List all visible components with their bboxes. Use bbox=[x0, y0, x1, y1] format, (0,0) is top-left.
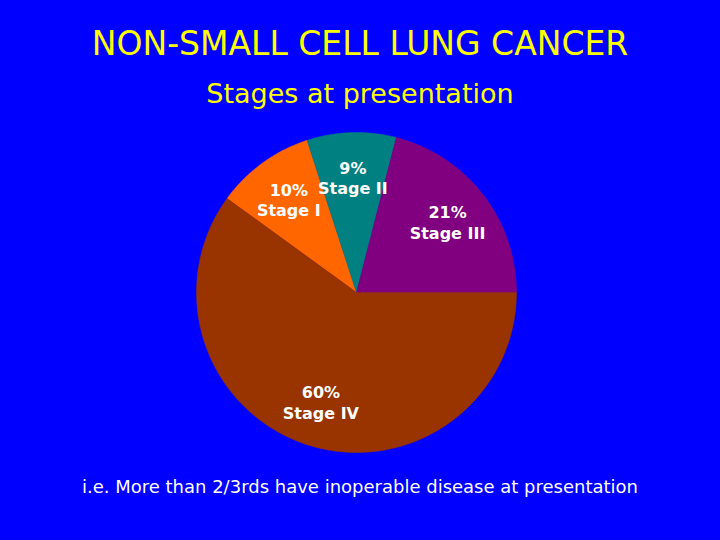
html-text:i.e. More than 2/3rds have ino: i.e. More than 2/3rds have inoperable di… bbox=[82, 476, 638, 497]
svg-text:60%Stage IV: 60%Stage IV bbox=[283, 383, 360, 423]
html-text:Stages at presentation: Stages at presentation bbox=[206, 78, 514, 109]
html-text:NON-SMALL CELL LUNG CANCER: NON-SMALL CELL LUNG CANCER bbox=[91, 24, 629, 63]
svg-text:21%Stage III: 21%Stage III bbox=[410, 203, 486, 243]
svg-text:10%Stage I: 10%Stage I bbox=[257, 181, 321, 221]
svg-text:9%Stage II: 9%Stage II bbox=[318, 159, 388, 199]
